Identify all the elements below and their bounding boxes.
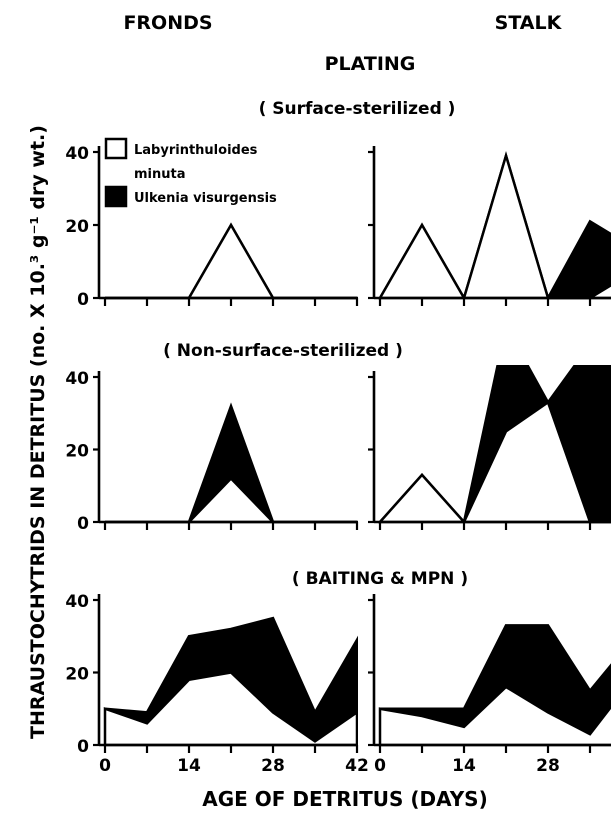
panel-fronds-1: 0 20 40 xyxy=(65,369,359,534)
x-tick-label: 28 xyxy=(261,756,285,776)
y-tick-label: 20 xyxy=(65,665,89,685)
plot-area xyxy=(105,222,357,300)
legend-label-labyrinthuloides-line2: minuta xyxy=(134,167,186,182)
legend-label-ulkenia: Ulkenia visurgensis xyxy=(134,191,277,206)
legend-swatch-labyrinthuloides xyxy=(104,137,128,160)
panel-fronds-0: 0 20 40 xyxy=(65,144,359,310)
panel-title-non-surface: ( Non-surface-sterilized ) xyxy=(163,341,403,361)
x-tick-label: 0 xyxy=(99,756,111,776)
x-tick-label: 14 xyxy=(452,756,476,776)
plot-area xyxy=(378,151,611,300)
y-axis-label: THRAUSTOCHYTRIDS IN DETRITUS (no. X 10.³… xyxy=(27,125,49,739)
fronds-header: FRONDS xyxy=(123,12,212,34)
y-tick-label: 40 xyxy=(65,592,89,612)
legend: Labyrinthuloides minuta Ulkenia visurgen… xyxy=(104,137,277,208)
y-tick-label: 40 xyxy=(65,369,89,389)
stalk-header: STALK xyxy=(495,12,563,34)
chart-panels: 02040020400204001428420142842 xyxy=(65,144,611,776)
series-labyrinthuloides-area xyxy=(105,222,357,300)
y-tick-label: 20 xyxy=(65,442,89,462)
legend-label-labyrinthuloides: Labyrinthuloides xyxy=(134,143,258,158)
plot-area xyxy=(378,624,611,747)
y-tick-label: 0 xyxy=(77,290,89,310)
x-tick-label: 0 xyxy=(374,756,386,776)
panel-title-surface: ( Surface-sterilized ) xyxy=(259,99,456,119)
panel-stalk-1 xyxy=(368,365,611,530)
x-axis-label: AGE OF DETRITUS (DAYS) xyxy=(202,787,487,811)
y-tick-label: 40 xyxy=(65,144,89,164)
plot-area xyxy=(105,402,357,524)
plating-header: PLATING xyxy=(325,53,416,75)
panel-title-baiting: ( BAITING & MPN ) xyxy=(292,569,468,589)
plot-area xyxy=(103,616,358,747)
panel-fronds-2: 0 20 40 0 14 28 42 xyxy=(65,592,369,776)
legend-swatch-ulkenia xyxy=(104,185,128,208)
series-labyrinthuloides-area xyxy=(105,476,357,524)
plot-area xyxy=(378,365,611,524)
x-tick-label: 28 xyxy=(536,756,560,776)
x-tick-label: 14 xyxy=(177,756,201,776)
x-tick-label: 42 xyxy=(345,756,369,776)
y-tick-label: 0 xyxy=(77,737,89,757)
y-tick-label: 0 xyxy=(77,514,89,534)
panel-stalk-0 xyxy=(368,146,611,306)
y-tick-label: 20 xyxy=(65,217,89,237)
